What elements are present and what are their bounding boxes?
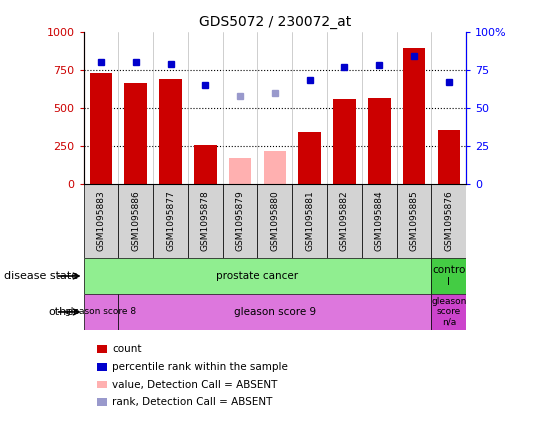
- Bar: [223, 184, 258, 258]
- Text: GSM1095878: GSM1095878: [201, 190, 210, 251]
- Bar: [153, 184, 188, 258]
- Bar: [84, 184, 119, 258]
- Bar: [327, 184, 362, 258]
- Bar: [264, 151, 286, 184]
- Bar: [258, 184, 292, 258]
- Bar: [362, 184, 397, 258]
- Bar: [368, 98, 391, 184]
- Bar: [397, 184, 431, 258]
- Text: GSM1095886: GSM1095886: [131, 190, 140, 251]
- Text: other: other: [49, 307, 78, 317]
- Text: prostate cancer: prostate cancer: [217, 271, 299, 281]
- Bar: [333, 99, 356, 184]
- Bar: [119, 294, 431, 330]
- Bar: [119, 184, 153, 258]
- Text: GSM1095877: GSM1095877: [166, 190, 175, 251]
- Bar: [89, 73, 112, 184]
- Bar: [431, 258, 466, 294]
- Text: GSM1095879: GSM1095879: [236, 190, 245, 251]
- Text: disease state: disease state: [4, 271, 78, 281]
- Bar: [229, 158, 251, 184]
- Bar: [84, 294, 119, 330]
- Bar: [125, 83, 147, 184]
- Text: rank, Detection Call = ABSENT: rank, Detection Call = ABSENT: [112, 397, 273, 407]
- Text: gleason score 8: gleason score 8: [65, 308, 136, 316]
- Text: value, Detection Call = ABSENT: value, Detection Call = ABSENT: [112, 379, 278, 390]
- Bar: [292, 184, 327, 258]
- Text: GSM1095885: GSM1095885: [410, 190, 419, 251]
- Text: count: count: [112, 344, 142, 354]
- Text: GSM1095883: GSM1095883: [96, 190, 106, 251]
- Text: GSM1095880: GSM1095880: [271, 190, 279, 251]
- Bar: [194, 145, 217, 184]
- Bar: [188, 184, 223, 258]
- Bar: [431, 294, 466, 330]
- Text: percentile rank within the sample: percentile rank within the sample: [112, 362, 288, 372]
- Text: contro
l: contro l: [432, 265, 466, 287]
- Text: GSM1095884: GSM1095884: [375, 190, 384, 250]
- Bar: [431, 184, 466, 258]
- Bar: [438, 130, 460, 184]
- Text: GSM1095882: GSM1095882: [340, 190, 349, 250]
- Text: gleason score 9: gleason score 9: [234, 307, 316, 317]
- Text: GSM1095881: GSM1095881: [305, 190, 314, 251]
- Text: gleason
score
n/a: gleason score n/a: [431, 297, 467, 327]
- Bar: [159, 79, 182, 184]
- Bar: [403, 49, 425, 184]
- Bar: [299, 132, 321, 184]
- Title: GDS5072 / 230072_at: GDS5072 / 230072_at: [199, 15, 351, 29]
- Text: GSM1095876: GSM1095876: [444, 190, 453, 251]
